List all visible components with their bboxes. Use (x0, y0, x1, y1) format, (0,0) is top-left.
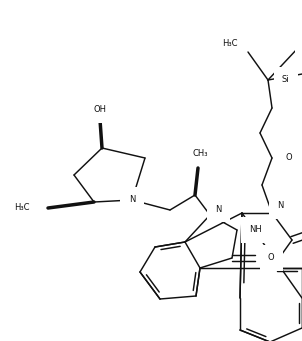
Text: N: N (215, 205, 221, 213)
Text: O: O (268, 253, 275, 263)
Text: H₃C: H₃C (223, 40, 238, 48)
Text: NH: NH (249, 225, 262, 235)
Text: N: N (277, 202, 283, 210)
Text: CH₃: CH₃ (192, 148, 208, 158)
Text: N: N (129, 195, 135, 205)
Text: O: O (286, 153, 293, 163)
Text: OH: OH (94, 105, 107, 115)
Text: H₃C: H₃C (14, 204, 30, 212)
Text: Si: Si (282, 75, 290, 85)
